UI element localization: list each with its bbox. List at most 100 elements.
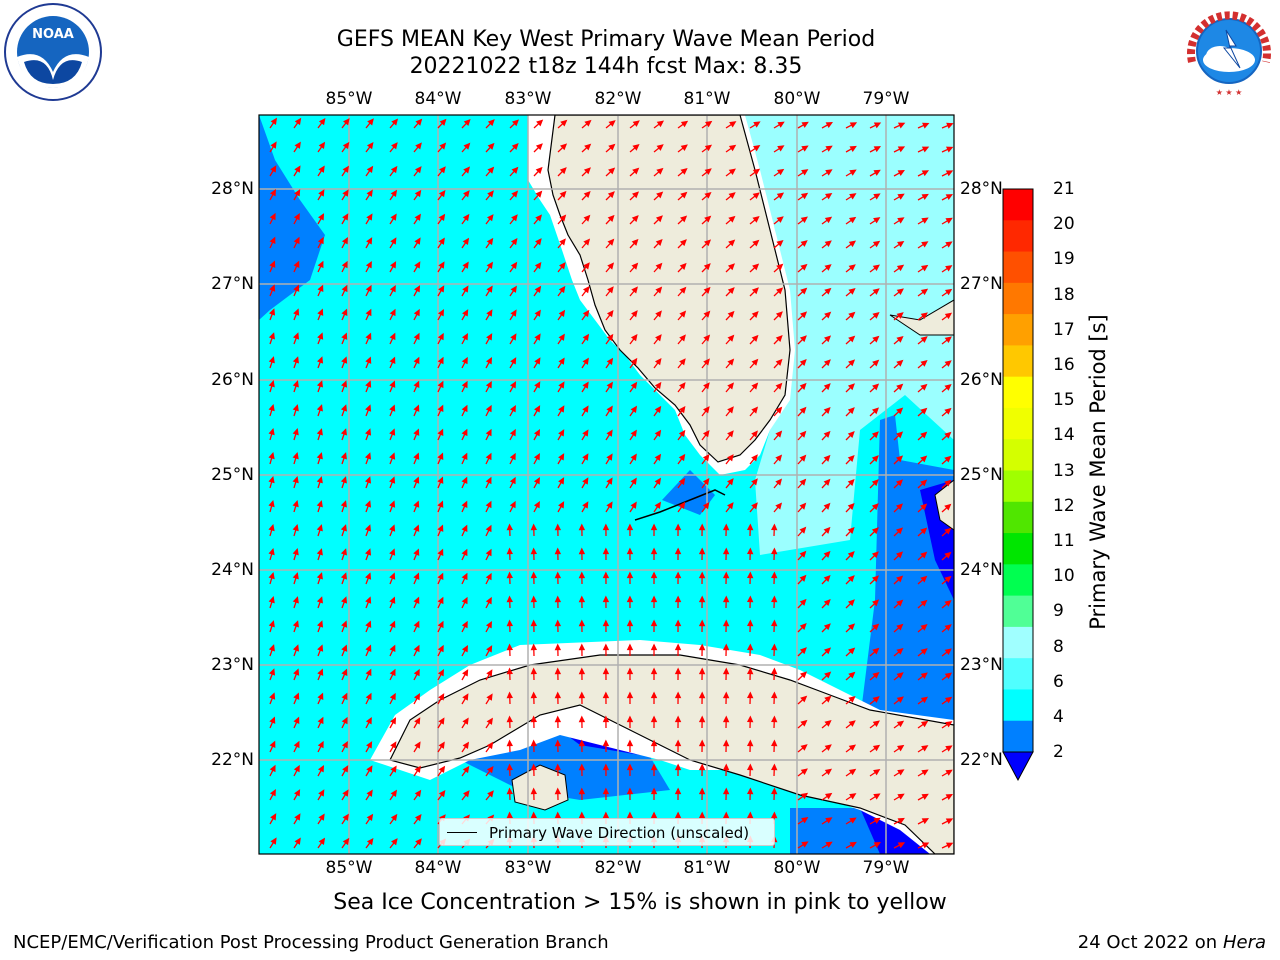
wave-arrow-head [578, 595, 586, 603]
wave-arrow-head [727, 430, 734, 438]
wave-arrow-head [389, 356, 396, 364]
wave-arrow-head [461, 452, 468, 461]
wave-arrow-head [703, 334, 711, 342]
wave-arrow-head [486, 214, 494, 222]
wave-arrow-head [583, 262, 590, 270]
wave-arrow-head [413, 596, 420, 604]
colorbar-tick-label: 10 [1053, 566, 1075, 587]
wave-arrow-head [390, 189, 398, 197]
colorbar-segment [1003, 658, 1033, 690]
wave-arrow-head [920, 431, 928, 439]
wave-arrow-head [558, 477, 565, 485]
wave-arrow-head [776, 239, 784, 247]
wave-arrow-head [316, 572, 323, 580]
wave-arrow-head [920, 527, 928, 535]
wave-arrow-head [823, 406, 831, 414]
wave-arrow-head [777, 145, 785, 152]
wave-arrow-head [578, 691, 586, 699]
wave-arrow-head [800, 216, 808, 224]
wave-arrow-head [678, 453, 686, 462]
wave-arrow-head [389, 284, 396, 293]
wave-arrow-head [294, 813, 301, 821]
wave-arrow-head [921, 842, 930, 849]
sea-ice-note: Sea Ice Concentration > 15% is shown in … [333, 890, 947, 915]
wave-arrow-head [413, 644, 420, 653]
wave-arrow-head [897, 217, 905, 224]
wave-arrow-head [414, 261, 421, 269]
wave-arrow-head [340, 572, 348, 580]
wave-arrow-head [746, 595, 754, 603]
wave-arrow-head [920, 623, 928, 631]
wave-arrow-head [871, 431, 879, 439]
lon-label-top: 82°W [594, 89, 642, 109]
wave-arrow-head [920, 503, 928, 511]
wave-arrow-head [534, 381, 541, 389]
wave-arrow-head [674, 715, 682, 723]
wave-arrow-head [746, 787, 754, 795]
wave-arrow-head [703, 382, 710, 390]
wave-arrow-head [510, 357, 517, 365]
wave-arrow-head [722, 787, 730, 795]
wave-arrow-head [921, 793, 929, 800]
wave-arrow-head [437, 596, 444, 605]
wave-arrow-head [751, 454, 758, 462]
colorbar-tick-label: 6 [1053, 671, 1064, 692]
wave-arrow-head [920, 648, 928, 655]
wave-arrow-head [728, 168, 736, 176]
wave-arrow-head [680, 120, 689, 128]
wave-arrow-head [582, 309, 590, 318]
wave-arrow-head [511, 143, 519, 151]
wave-arrow-head [674, 547, 682, 555]
wave-arrow-head [654, 477, 662, 485]
wave-arrow-head [630, 357, 638, 366]
wave-arrow-head [340, 404, 348, 412]
wave-arrow-head [293, 260, 300, 269]
colorbar-segment [1003, 595, 1033, 628]
wave-arrow-head [771, 811, 778, 819]
wave-arrow-head [848, 264, 856, 271]
wave-arrow-head [511, 119, 519, 127]
wave-arrow-head [413, 524, 420, 532]
wave-arrow-head [824, 792, 833, 800]
wave-arrow-head [269, 716, 276, 724]
wave-arrow-head [415, 142, 422, 150]
wave-arrow-head [485, 357, 493, 365]
wave-arrow-head [824, 768, 833, 776]
wave-arrow-head [487, 119, 495, 127]
wave-arrow-head [872, 696, 880, 703]
wave-arrow-head [558, 501, 565, 509]
wave-arrow-head [509, 452, 516, 461]
wave-arrow-head [389, 308, 396, 317]
wave-arrow-head [269, 308, 276, 316]
wave-arrow-head [461, 476, 468, 485]
wave-arrow-head [728, 239, 736, 247]
wave-arrow-head [825, 817, 833, 824]
wave-arrow-head [341, 716, 348, 725]
wave-arrow-head [871, 407, 879, 415]
colorbar-tick-label: 19 [1053, 249, 1075, 270]
wave-arrow-head [509, 404, 516, 413]
wave-arrow-head [752, 192, 760, 199]
wave-arrow-head [824, 264, 832, 271]
wave-arrow-head [554, 811, 562, 819]
wave-arrow-head [414, 717, 421, 725]
footer-credit: NCEP/EMC/Verification Post Processing Pr… [13, 932, 609, 953]
wave-arrow-head [554, 571, 562, 579]
wave-arrow-head [945, 241, 953, 248]
wave-arrow-head [558, 381, 565, 389]
wave-arrow-head [391, 142, 398, 150]
wave-arrow-head [944, 600, 952, 607]
wave-arrow-head [390, 789, 398, 797]
lon-label-bottom: 85°W [325, 858, 373, 878]
wave-arrow-head [439, 118, 447, 126]
wave-arrow-head [341, 620, 348, 628]
wave-arrow-head [389, 500, 396, 508]
wave-arrow-head [799, 430, 807, 438]
wave-arrow-head [674, 643, 682, 651]
wave-arrow-head [485, 548, 492, 557]
wave-arrow-head [704, 239, 712, 247]
wave-arrow-head [366, 813, 374, 822]
wave-arrow-head [776, 192, 785, 200]
wave-arrow-head [293, 284, 300, 292]
wave-arrow-head [679, 286, 687, 294]
